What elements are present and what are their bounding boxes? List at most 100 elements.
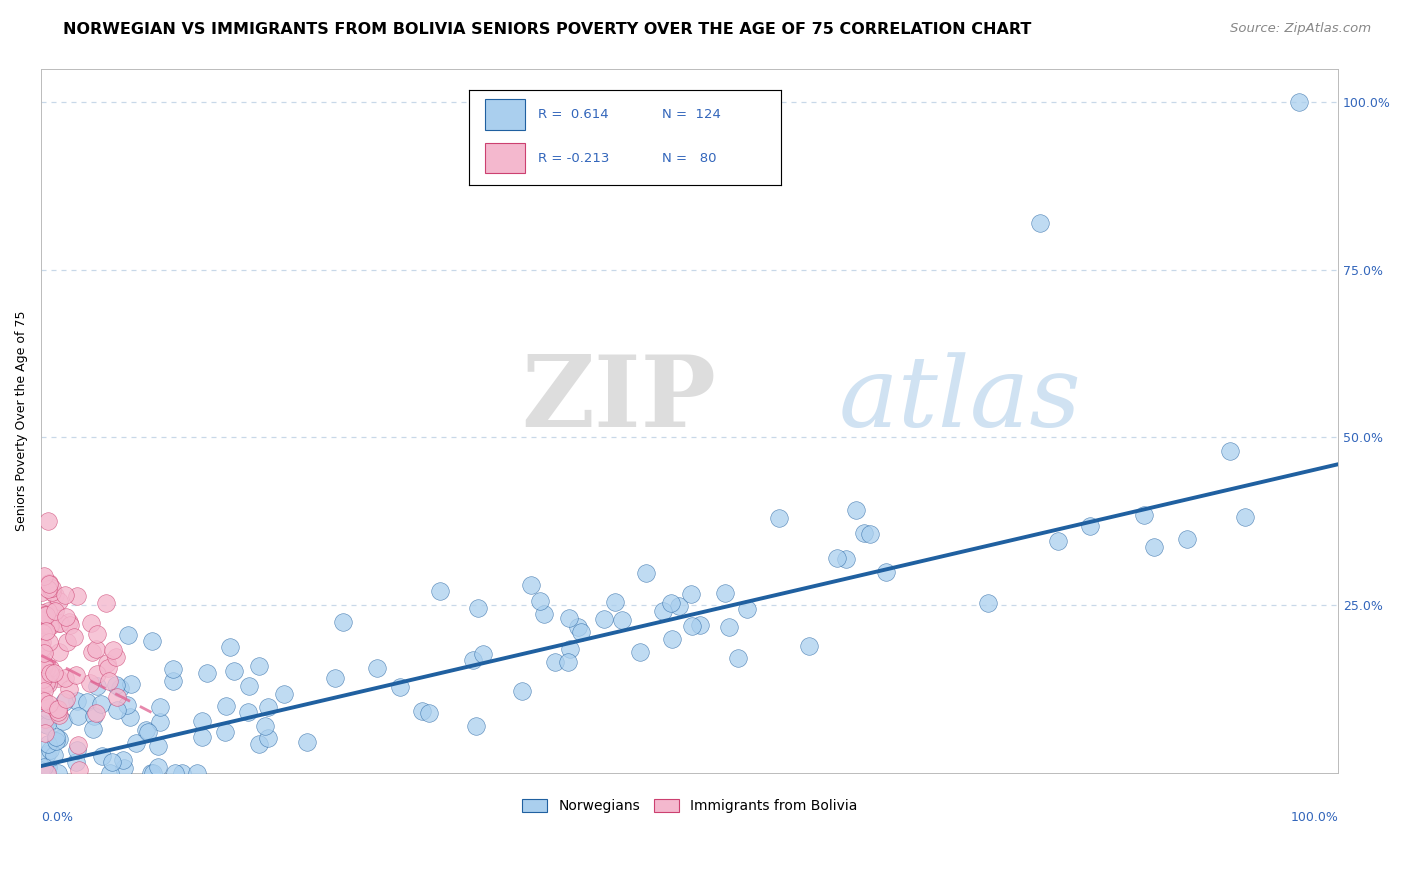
Point [80,645,103,659]
Point [141,634,163,648]
Point [717,620,740,634]
Point [827,551,849,566]
Point [48,615,70,630]
Point [1133,508,1156,522]
Point [186,765,208,780]
Point [976,596,998,610]
Point [139,765,162,780]
Point [1218,443,1240,458]
Point [53,588,76,602]
Point [238,679,260,693]
Point [768,510,790,524]
Point [98,765,121,780]
Point [65,755,87,769]
Point [471,647,494,661]
Point [124,736,146,750]
Point [44,588,66,602]
Point [39,743,62,757]
Point [510,684,533,698]
Point [1234,510,1257,524]
Text: 100.0%: 100.0% [1291,812,1339,824]
Point [37,582,59,597]
Point [79,676,101,690]
Point [467,601,489,615]
Point [55,692,77,706]
Point [332,615,354,629]
Point [222,664,245,678]
Point [34,569,56,583]
Point [853,526,876,541]
Y-axis label: Seniors Poverty Over the Age of 75: Seniors Poverty Over the Age of 75 [15,310,28,531]
Point [96,657,118,671]
Point [46,702,69,716]
Point [257,700,280,714]
Point [34,725,56,739]
Point [84,706,107,720]
Point [38,577,60,591]
Point [714,586,737,600]
Text: NORWEGIAN VS IMMIGRANTS FROM BOLIVIA SENIORS POVERTY OVER THE AGE OF 75 CORRELAT: NORWEGIAN VS IMMIGRANTS FROM BOLIVIA SEN… [63,22,1032,37]
Point [120,710,142,724]
Point [48,707,70,722]
Point [661,632,683,646]
Point [67,763,90,777]
Point [90,697,112,711]
Point [1288,95,1310,109]
Point [247,737,270,751]
Point [149,714,172,729]
Point [49,616,72,631]
Point [679,587,702,601]
Point [569,625,592,640]
Text: Source: ZipAtlas.com: Source: ZipAtlas.com [1230,22,1371,36]
Point [142,765,165,780]
Point [461,653,484,667]
Point [35,765,58,780]
Text: atlas: atlas [839,351,1081,447]
Point [219,640,242,655]
Point [567,620,589,634]
Point [34,716,56,731]
Point [37,514,59,528]
Point [389,680,412,694]
Point [59,618,82,632]
Point [41,581,63,595]
Point [32,659,55,673]
Point [1047,533,1070,548]
Point [45,731,67,745]
Point [464,719,486,733]
Point [32,657,55,671]
Point [162,662,184,676]
Point [557,611,579,625]
Point [86,679,108,693]
Point [91,749,114,764]
Point [94,596,117,610]
Point [163,765,186,780]
Point [41,585,63,599]
Point [544,655,567,669]
Point [65,668,87,682]
Point [34,712,56,726]
Point [195,665,218,680]
Point [668,599,690,613]
Point [44,747,66,762]
Point [32,625,55,640]
Point [38,619,60,633]
Point [38,697,60,711]
Point [107,703,129,717]
Point [35,662,58,676]
Point [55,610,77,624]
Point [100,755,122,769]
Point [67,738,90,752]
Point [44,666,66,681]
Point [520,578,543,592]
Point [659,596,682,610]
Point [735,602,758,616]
Point [37,674,59,689]
Point [58,681,80,696]
Point [215,699,238,714]
Text: 0.0%: 0.0% [41,812,73,824]
Point [82,722,104,736]
Point [58,615,80,630]
Point [46,765,69,780]
Point [31,673,53,687]
